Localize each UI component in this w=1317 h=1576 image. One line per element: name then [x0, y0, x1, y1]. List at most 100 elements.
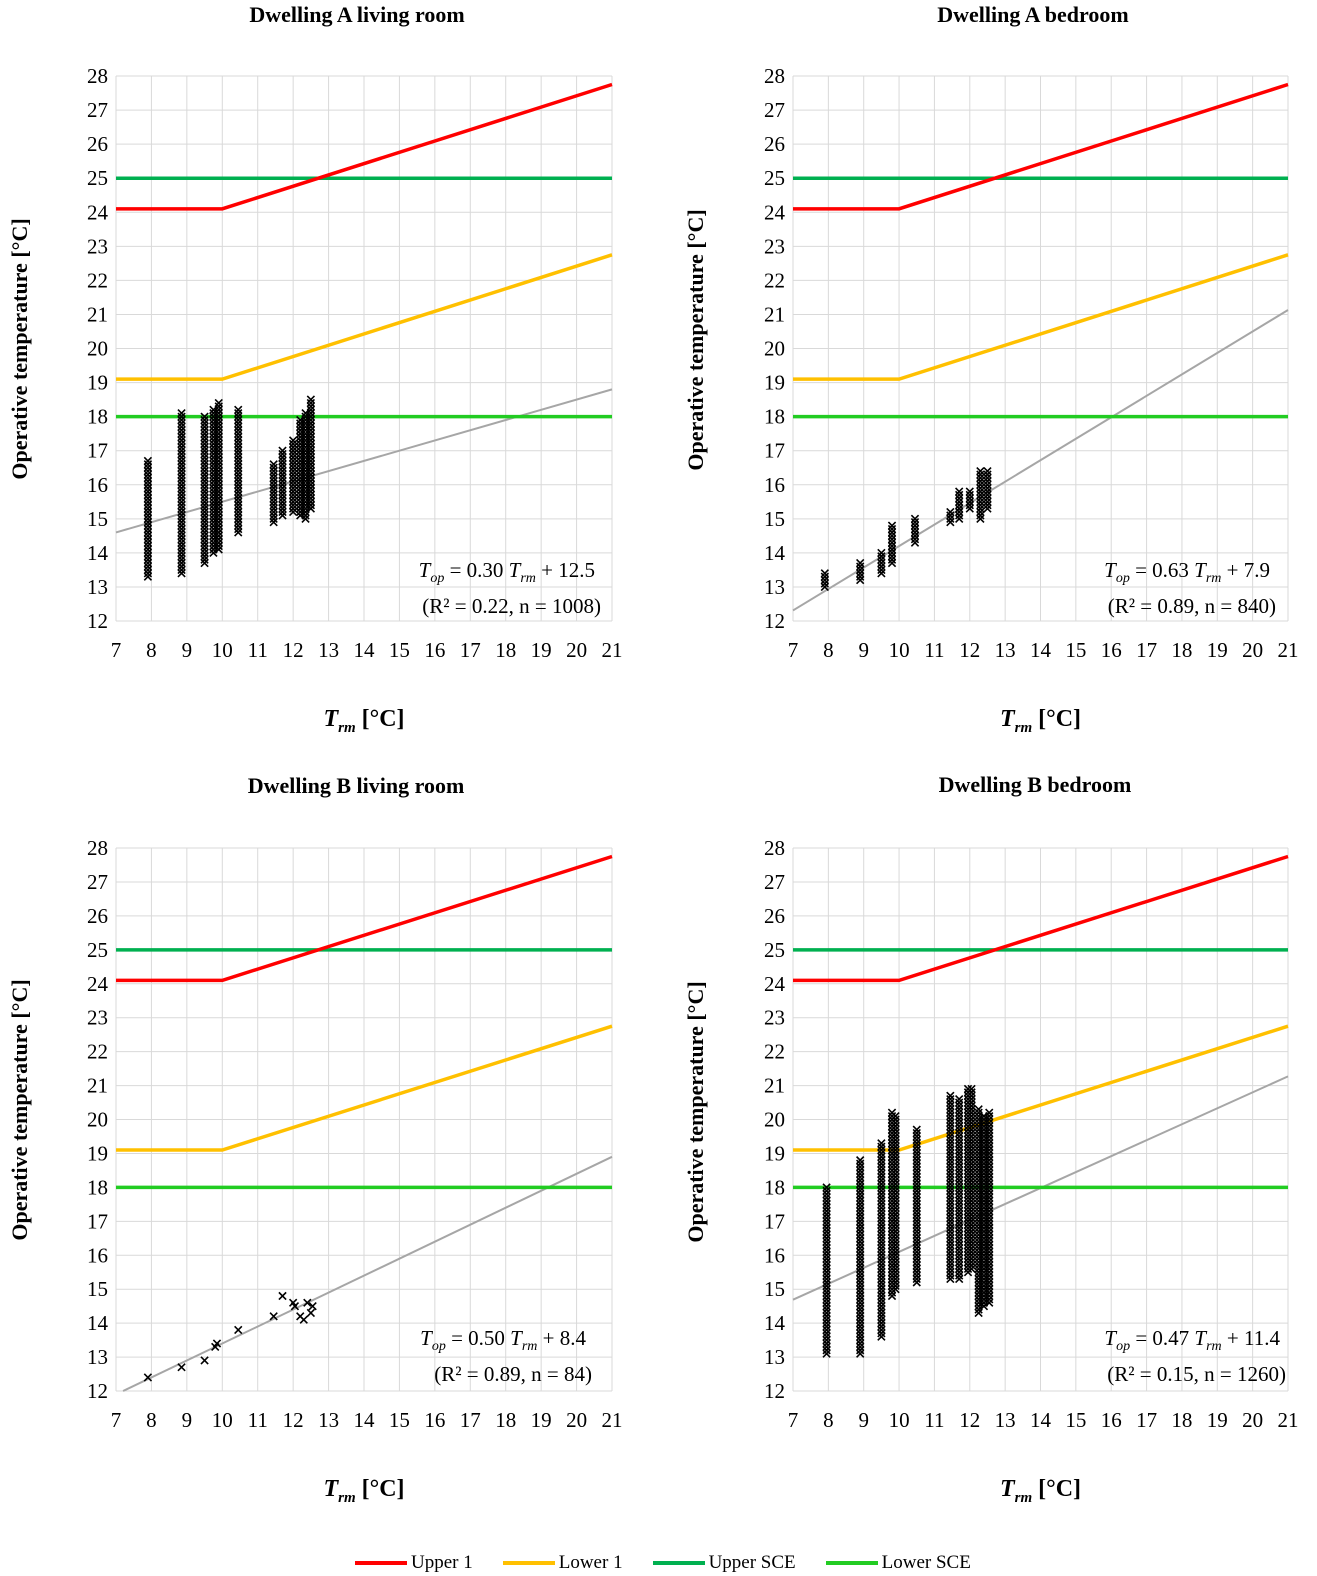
x-tick-label: 8: [146, 1408, 157, 1432]
line-lower1: [793, 253, 1289, 381]
data-point: [306, 398, 316, 408]
data-point: [891, 1247, 900, 1257]
data-point: [214, 436, 223, 445]
x-tick-label: 9: [858, 1408, 869, 1432]
data-point: [278, 497, 287, 506]
data-point: [877, 1318, 886, 1328]
data-point: [214, 446, 223, 455]
data-point: [891, 1145, 900, 1155]
data-point: [856, 1162, 865, 1172]
y-tick-label: 14: [87, 1311, 109, 1335]
data-point: [856, 572, 865, 581]
data-point: [278, 477, 287, 486]
data-point: [985, 1206, 994, 1216]
data-point: [822, 1325, 831, 1335]
data-point: [177, 456, 186, 466]
data-point: [946, 1203, 955, 1212]
data-point: [177, 565, 186, 575]
data-point: [234, 429, 243, 438]
data-point: [822, 1318, 831, 1328]
data-point: [955, 490, 964, 500]
data-point: [983, 466, 992, 476]
data-point: [955, 1145, 964, 1155]
data-point: [306, 487, 316, 496]
data-point: [910, 514, 920, 523]
data-point: [177, 552, 186, 561]
data-point: [910, 538, 920, 547]
data-point: [214, 477, 223, 486]
data-point: [985, 1271, 994, 1280]
data-point: [967, 1179, 976, 1189]
data-point: [177, 473, 186, 483]
x-tick-label: 12: [959, 638, 980, 662]
data-point: [200, 463, 209, 472]
x-tick-label: 13: [318, 638, 339, 662]
x-tick-label: 19: [1207, 638, 1228, 662]
data-point: [856, 1179, 865, 1189]
data-point: [946, 1196, 955, 1206]
data-point: [877, 1291, 886, 1301]
data-point: [269, 490, 278, 500]
data-point: [983, 490, 992, 500]
x-tick-label: 7: [111, 1408, 122, 1432]
data-point: [214, 419, 223, 428]
data-point: [976, 466, 985, 476]
data-point: [301, 511, 310, 520]
data-point: [955, 1139, 964, 1148]
data-point: [967, 1254, 976, 1263]
x-tick-label: 11: [248, 1408, 268, 1432]
data-point: [967, 1094, 976, 1104]
data-point: [955, 1213, 964, 1223]
data-point: [234, 463, 243, 472]
data-point: [891, 1271, 900, 1280]
data-point: [912, 1193, 921, 1202]
data-point: [955, 1193, 964, 1202]
y-tick-label: 23: [87, 1006, 108, 1030]
x-tick-label: 8: [823, 1408, 834, 1432]
data-point: [856, 1271, 865, 1280]
data-point: [967, 1193, 976, 1202]
data-point: [822, 1234, 831, 1243]
data-point: [214, 518, 223, 527]
data-point: [891, 1173, 900, 1182]
data-point: [214, 545, 223, 554]
y-tick-label: 18: [87, 1175, 108, 1199]
data-point: [269, 518, 278, 527]
data-point: [912, 1186, 921, 1195]
data-point: [200, 558, 209, 568]
data-point: [278, 490, 287, 500]
data-point: [177, 439, 186, 449]
data-point: [214, 538, 223, 547]
x-tick-label: 9: [182, 1408, 193, 1432]
data-point: [912, 1139, 921, 1148]
data-point: [143, 521, 153, 530]
data-point: [946, 1220, 955, 1229]
data-point: [200, 439, 209, 449]
data-point: [946, 1156, 955, 1165]
data-point: [856, 1220, 865, 1229]
data-point: [891, 1159, 900, 1168]
data-point: [278, 487, 287, 496]
data-point: [877, 548, 886, 558]
data-point: [891, 1217, 900, 1226]
data-point: [912, 1254, 921, 1263]
data-point: [306, 466, 316, 476]
x-tick-label: 21: [1278, 1408, 1299, 1432]
data-point: [234, 460, 243, 469]
data-point: [891, 1285, 900, 1294]
data-point: [143, 480, 153, 489]
data-point: [856, 569, 865, 578]
data-point: [955, 1122, 964, 1131]
data-point: [856, 1281, 865, 1290]
data-point: [856, 1291, 865, 1301]
data-point: [177, 460, 186, 469]
data-point: [985, 1179, 994, 1189]
data-point: [143, 460, 153, 469]
data-point: [967, 1210, 976, 1219]
data-point: [214, 535, 223, 544]
data-point: [822, 1274, 831, 1284]
data-point: [143, 494, 153, 503]
data-point: [306, 460, 316, 469]
data-point: [891, 1268, 900, 1277]
data-point: [985, 1149, 994, 1158]
